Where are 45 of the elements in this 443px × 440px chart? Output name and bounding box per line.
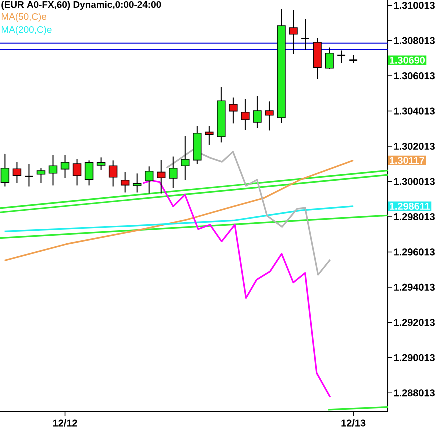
y-tick-label: 1.300013 xyxy=(394,178,435,186)
candlestick xyxy=(24,164,34,188)
y-tick-label: 1.292013 xyxy=(394,319,435,326)
candlestick xyxy=(300,18,310,51)
candlestick xyxy=(144,166,154,194)
y-tick-label: 1.308013 xyxy=(394,37,435,44)
candlestick xyxy=(96,157,106,170)
y-tick-label: 1.296013 xyxy=(394,248,435,256)
text: 1.298611 xyxy=(390,202,430,210)
candlestick xyxy=(253,96,262,129)
y-tick-label: 1.304013 xyxy=(394,108,435,115)
y-tick-label: 1.302013 xyxy=(394,142,435,150)
y-tick-label: 1.306013 xyxy=(394,72,435,80)
text: MA(200,C)e xyxy=(2,26,52,36)
candlestick xyxy=(60,154,70,179)
y-tick-label: 1.298013 xyxy=(394,213,435,221)
chart-title: (EUR A0-FX,60) Dynamic,0:00-24:00 xyxy=(2,1,162,10)
candlestick xyxy=(12,162,22,184)
candlestick xyxy=(325,47,334,70)
candlestick xyxy=(241,98,250,131)
text: 1.30117 xyxy=(390,157,424,164)
y-tick-label: 1.294013 xyxy=(394,284,435,291)
candlestick xyxy=(0,153,10,188)
candlestick xyxy=(84,160,94,186)
candlestick xyxy=(205,126,214,146)
y-tick-label: 1.290013 xyxy=(394,354,435,362)
candlestick xyxy=(229,97,238,124)
candlestick xyxy=(336,50,346,64)
candlestick xyxy=(181,135,190,181)
candlestick xyxy=(72,158,82,186)
y-tick-label: 1.310013 xyxy=(394,2,435,10)
candlestick xyxy=(48,154,58,186)
candlestick xyxy=(289,10,298,55)
candlestick xyxy=(120,172,130,194)
x-tick-label: 12/12 xyxy=(53,419,78,427)
candlestick xyxy=(132,173,142,194)
candlestick xyxy=(36,168,46,184)
candlestick xyxy=(157,160,166,194)
text: 1.30690 xyxy=(390,56,426,64)
candlestick xyxy=(265,101,274,132)
candlestick xyxy=(169,156,178,189)
y-tick-label: 1.288013 xyxy=(394,390,435,397)
text: MA(50,C)e xyxy=(2,13,47,22)
candlestick xyxy=(108,160,118,188)
x-tick-label: 12/13 xyxy=(342,419,366,427)
